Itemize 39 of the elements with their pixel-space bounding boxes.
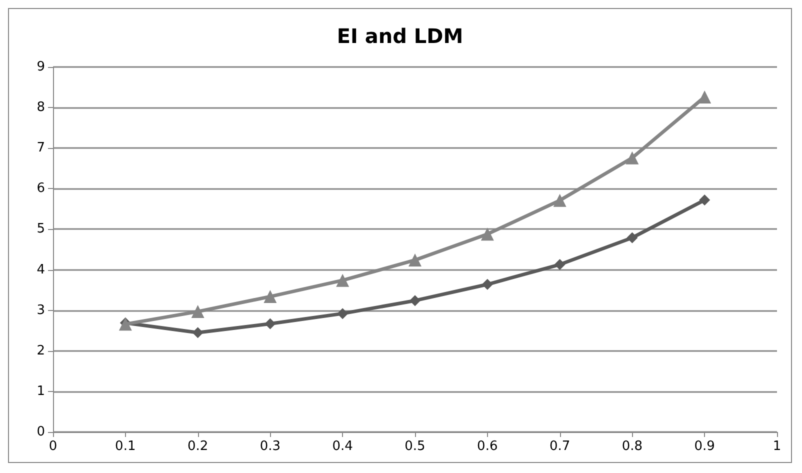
point: [192, 327, 204, 338]
point: [264, 318, 276, 330]
y-tick-label: 4: [36, 262, 45, 278]
point: [480, 228, 494, 241]
point: [264, 290, 277, 304]
y-tick-label: 5: [36, 222, 45, 237]
point: [554, 259, 566, 270]
point: [408, 254, 422, 267]
y-tick-label: 7: [36, 140, 45, 156]
y-tick-label: 3: [36, 302, 45, 318]
x-tick-label: 0: [48, 439, 58, 454]
point: [482, 278, 493, 290]
point: [336, 274, 350, 287]
x-tick-label: 0.7: [549, 439, 570, 454]
x-tick-label: 0.9: [694, 439, 715, 454]
point: [699, 194, 710, 206]
point: [410, 295, 420, 306]
point: [337, 308, 348, 320]
point: [118, 318, 132, 331]
x-tick-label: 0.3: [260, 439, 281, 454]
y-tick-label: 2: [36, 343, 45, 358]
point: [698, 90, 712, 104]
y-tick-label: 1: [36, 384, 45, 399]
point: [191, 305, 204, 318]
x-tick-label: 0.6: [477, 439, 498, 454]
x-tick-label: 0.5: [404, 439, 426, 454]
point: [626, 232, 638, 244]
y-tick-label: 9: [36, 60, 45, 74]
x-tick-label: 0.2: [187, 439, 208, 454]
x-tick-label: 0.8: [622, 439, 643, 454]
point: [553, 194, 566, 207]
y-tick-label: 6: [36, 181, 45, 196]
point: [626, 151, 639, 164]
chart-title: EI and LDM: [336, 24, 464, 48]
x-tick-label: 0.1: [115, 439, 136, 454]
x-tick-label: 1: [772, 439, 782, 454]
x-tick-label: 0.4: [332, 439, 353, 454]
y-tick-label: 8: [36, 100, 45, 116]
y-tick-label: 0: [36, 424, 45, 440]
